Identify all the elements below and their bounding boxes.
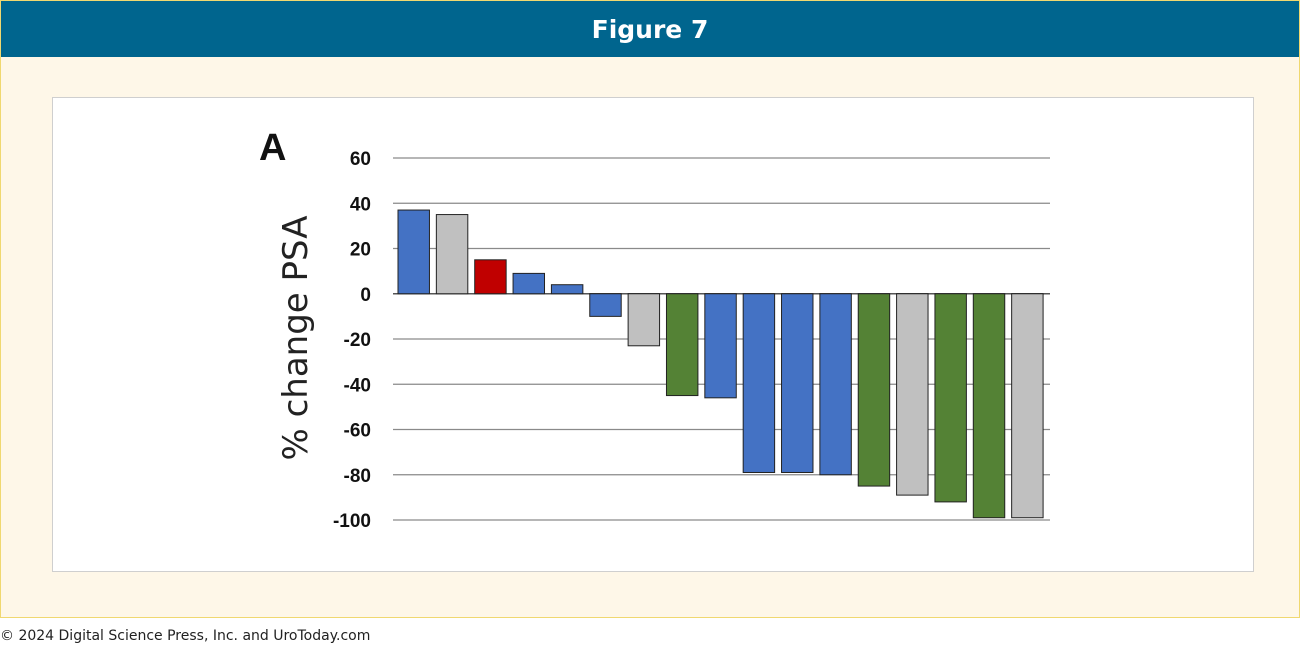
y-tick-label: 60 (350, 149, 371, 170)
chart-panel: A % change PSA 60 40 20 0 -20 -40 -60 -80 -100 (52, 97, 1254, 572)
bar (512, 272, 546, 295)
panel-label: A (259, 127, 286, 169)
bar (1011, 293, 1044, 519)
bar (781, 293, 814, 473)
bar (589, 293, 622, 317)
bars (397, 209, 1044, 519)
figure-frame: Figure 7 A % change PSA 60 40 20 0 -20 -40 -60… (0, 0, 1300, 618)
bar (665, 293, 699, 397)
y-tick-label: 0 (360, 285, 371, 306)
bar (704, 293, 737, 399)
y-tick-label: -20 (344, 330, 371, 351)
y-tick-label: 40 (350, 194, 371, 215)
bar (819, 293, 852, 476)
y-tick-labels: 60 40 20 0 -20 -40 -60 -80 -100 (333, 149, 371, 532)
figure-header: Figure 7 (1, 1, 1299, 57)
bar (934, 293, 967, 503)
bar (550, 284, 584, 295)
copyright-footer: © 2024 Digital Science Press, Inc. and U… (0, 628, 371, 644)
bar (972, 293, 1006, 519)
y-tick-label: -80 (344, 466, 371, 487)
y-axis-label: % change PSA (276, 215, 316, 460)
y-tick-label: -40 (344, 375, 371, 396)
y-tick-label: -60 (344, 421, 371, 442)
bar (742, 293, 776, 473)
bar (435, 214, 469, 295)
y-tick-label: -100 (333, 511, 371, 532)
y-tick-label: 20 (350, 240, 371, 261)
waterfall-chart: A % change PSA 60 40 20 0 -20 -40 -60 -80 -100 (259, 127, 1050, 532)
bar (857, 293, 891, 487)
bar (627, 293, 661, 347)
bar (474, 259, 507, 295)
bar (397, 209, 430, 295)
bar (896, 293, 929, 496)
figure-title: Figure 7 (591, 14, 709, 44)
